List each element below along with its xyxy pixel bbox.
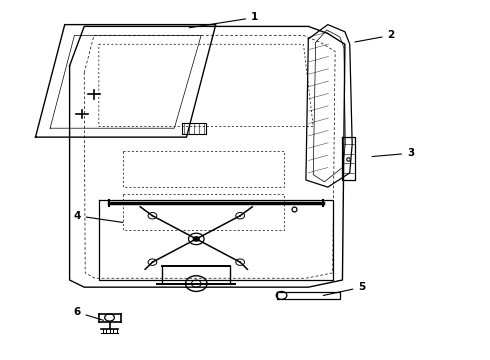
- Text: 4: 4: [73, 211, 123, 222]
- Circle shape: [194, 237, 199, 241]
- Text: 1: 1: [189, 13, 258, 28]
- Text: 3: 3: [372, 148, 414, 158]
- Text: 6: 6: [74, 307, 103, 320]
- Text: 5: 5: [323, 282, 366, 296]
- Polygon shape: [277, 292, 340, 299]
- Text: 2: 2: [355, 30, 395, 42]
